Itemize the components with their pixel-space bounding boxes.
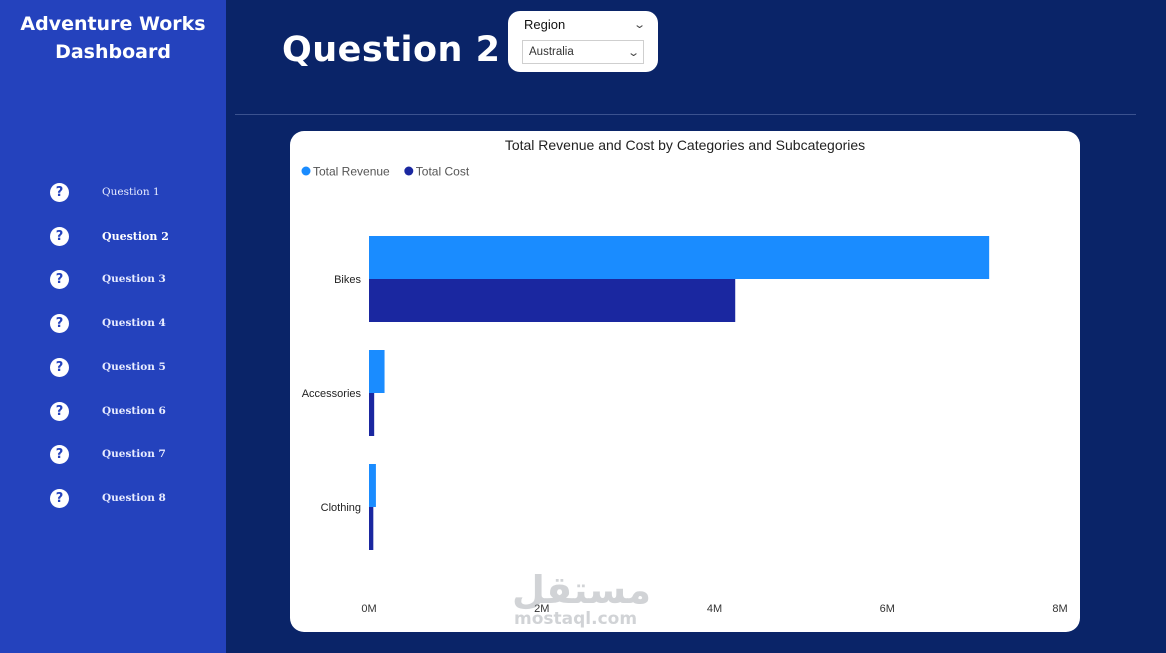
chart-title: Total Revenue and Cost by Categories and… [505, 137, 865, 153]
x-tick-label: 8M [1052, 603, 1067, 615]
sidebar-item-question-7[interactable]: ? Question 7 [50, 443, 210, 465]
region-selected-value: Australia [529, 46, 574, 58]
x-tick-label: 4M [707, 603, 722, 615]
app-title-line1: Adventure Works [20, 13, 206, 35]
legend-label: Total Revenue [313, 165, 390, 179]
sidebar-item-label: Question 1 [102, 186, 160, 198]
chevron-down-icon[interactable]: ⌄ [626, 45, 640, 59]
slicer-header[interactable]: Region ⌄ [524, 17, 646, 32]
watermark: مستقل mostaql.com [512, 570, 651, 628]
region-dropdown[interactable]: Australia ⌄ [522, 40, 644, 64]
sidebar-item-label: Question 3 [102, 273, 166, 285]
sidebar-item-question-2[interactable]: ? Question 2 [50, 225, 210, 247]
chevron-down-icon[interactable]: ⌄ [632, 18, 646, 31]
help-icon: ? [50, 226, 69, 246]
help-icon: ? [50, 269, 69, 289]
legend-marker [301, 166, 311, 176]
sidebar-item-question-1[interactable]: ? Question 1 [50, 181, 210, 203]
page-title: Question 2 [282, 30, 501, 70]
cost-bar [369, 393, 375, 436]
x-tick-label: 2M [534, 603, 549, 615]
sidebar-item-label: Question 4 [102, 317, 166, 329]
legend-marker [404, 166, 414, 176]
sidebar-item-label: Question 5 [102, 361, 166, 373]
category-label: Bikes [334, 274, 361, 286]
slicer-title: Region [524, 17, 566, 32]
sidebar-item-question-5[interactable]: ? Question 5 [50, 356, 210, 378]
revenue-bar [369, 464, 376, 507]
help-icon: ? [50, 182, 69, 202]
help-icon: ? [50, 357, 69, 377]
cost-bar [369, 507, 374, 550]
x-tick-label: 0M [361, 603, 376, 615]
legend-label: Total Cost [416, 165, 470, 179]
sidebar-item-label: Question 7 [102, 448, 166, 460]
chart-card: Total Revenue and Cost by Categories and… [290, 131, 1080, 632]
sidebar-item-label: Question 2 [102, 229, 169, 243]
app-title: Adventure Works Dashboard [0, 10, 226, 66]
x-tick-label: 6M [880, 603, 895, 615]
sidebar-item-label: Question 6 [102, 405, 166, 417]
sidebar-item-question-4[interactable]: ? Question 4 [50, 312, 210, 334]
bar-chart: Total Revenue and Cost by Categories and… [301, 137, 1068, 615]
sidebar-item-question-6[interactable]: ? Question 6 [50, 400, 210, 422]
revenue-bar [369, 236, 990, 279]
help-icon: ? [50, 488, 69, 508]
sidebar-item-question-8[interactable]: ? Question 8 [50, 487, 210, 509]
category-label: Clothing [321, 502, 361, 514]
header-divider [235, 114, 1136, 115]
help-icon: ? [50, 313, 69, 333]
help-icon: ? [50, 444, 69, 464]
category-label: Accessories [302, 388, 362, 400]
revenue-bar [369, 350, 385, 393]
region-slicer: Region ⌄ Australia ⌄ [508, 11, 658, 72]
cost-bar [369, 279, 736, 322]
sidebar-item-question-3[interactable]: ? Question 3 [50, 268, 210, 290]
watermark-logo: مستقل [512, 568, 651, 612]
help-icon: ? [50, 401, 69, 421]
sidebar: Adventure Works Dashboard ? Question 1 ?… [0, 0, 226, 653]
sidebar-item-label: Question 8 [102, 492, 166, 504]
app-title-line2: Dashboard [55, 41, 171, 63]
watermark-url: mostaql.com [514, 609, 638, 629]
